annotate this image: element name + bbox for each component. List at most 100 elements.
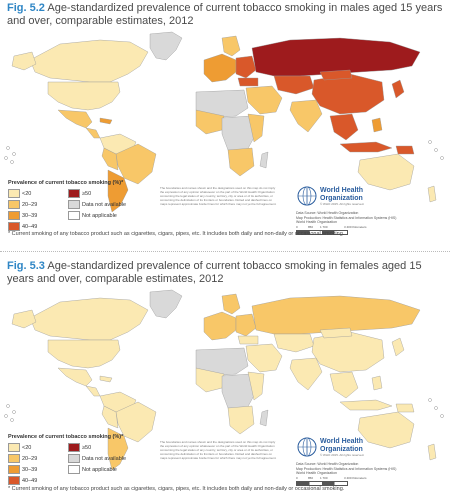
legend-swatch-ge50 bbox=[68, 189, 80, 198]
region-middle-east bbox=[245, 85, 283, 115]
map-legend: Prevalence of current tobacco smoking (%… bbox=[8, 180, 142, 231]
region-indonesia bbox=[339, 141, 393, 153]
region-southern-africa bbox=[227, 405, 255, 435]
region-australia bbox=[357, 411, 415, 449]
legend-label-20-29: 20–29 bbox=[22, 201, 38, 208]
region-australia bbox=[357, 153, 415, 191]
region-eastern-europe bbox=[235, 55, 257, 79]
source-line-3: World Health Organization bbox=[296, 220, 337, 224]
region-india bbox=[289, 357, 323, 391]
scale-bar-graphic bbox=[296, 230, 348, 235]
source-line-3: World Health Organization bbox=[296, 471, 337, 475]
figure-title: Fig. 5.3 Age-standardized prevalence of … bbox=[7, 260, 443, 286]
region-greenland bbox=[149, 289, 183, 319]
legend-label-ge50: ≥50 bbox=[82, 444, 92, 451]
scale-label-3: 3 400 Kilometers bbox=[344, 476, 367, 480]
who-name: World Health Organization bbox=[320, 187, 364, 202]
region-turkey bbox=[237, 335, 259, 345]
data-source: Data Source: World Health Organization M… bbox=[296, 462, 406, 476]
legend-swatch-lt20 bbox=[8, 443, 20, 452]
region-madagascar bbox=[259, 151, 269, 169]
region-mongolia bbox=[319, 69, 353, 81]
legend-title: Prevalence of current tobacco smoking (%… bbox=[8, 434, 124, 440]
region-madagascar bbox=[259, 409, 269, 427]
source-line-2: Map Production: Health Statistics and In… bbox=[296, 215, 397, 220]
legend-swatch-20-29 bbox=[8, 454, 20, 463]
region-scandinavia bbox=[221, 35, 241, 57]
region-brazil bbox=[115, 143, 157, 185]
world-map-males bbox=[4, 31, 444, 213]
region-russia bbox=[251, 37, 421, 77]
region-brazil bbox=[115, 401, 157, 443]
figure-number: Fig. 5.2 bbox=[7, 2, 45, 14]
scale-label-1: 850 bbox=[308, 225, 314, 229]
who-copyright: © WHO 2015. All rights reserved. bbox=[320, 453, 365, 457]
map-disclaimer: The boundaries and names shown and the d… bbox=[160, 440, 277, 460]
region-argentina-chile bbox=[107, 169, 129, 213]
region-peru-bolivia bbox=[101, 405, 119, 429]
scale-bar: 0 850 1 700 3 400 Kilometers bbox=[296, 225, 376, 235]
legend-swatch-40-49 bbox=[8, 476, 20, 485]
legend-label-40-49: 40–49 bbox=[22, 223, 38, 230]
legend-label-lt20: <20 bbox=[22, 190, 32, 197]
footnote: * Current smoking of any tobacco product… bbox=[8, 486, 345, 492]
legend-swatch-ge50 bbox=[68, 443, 80, 452]
separator bbox=[0, 251, 450, 252]
region-central-asia bbox=[273, 333, 315, 353]
legend-label-not-applicable: Not applicable bbox=[82, 466, 117, 473]
legend-swatch-not-applicable bbox=[68, 211, 80, 220]
legend-label-ge50: ≥50 bbox=[82, 190, 92, 197]
region-central-asia bbox=[273, 75, 315, 95]
scale-bar-graphic bbox=[296, 481, 348, 486]
region-philippines bbox=[371, 375, 383, 391]
scale-label-2: 1 700 bbox=[320, 225, 328, 229]
who-emblem-icon bbox=[297, 437, 317, 457]
region-new-zealand bbox=[427, 185, 437, 203]
region-west-africa bbox=[195, 367, 225, 393]
legend-swatch-not-applicable bbox=[68, 465, 80, 474]
figure-males: Fig. 5.2 Age-standardized prevalence of … bbox=[0, 0, 450, 248]
figure-females: Fig. 5.3 Age-standardized prevalence of … bbox=[0, 258, 450, 501]
legend-title: Prevalence of current tobacco smoking (%… bbox=[8, 180, 124, 186]
region-mexico bbox=[57, 109, 93, 129]
region-eastern-europe bbox=[235, 313, 257, 337]
legend-label-40-49: 40–49 bbox=[22, 477, 38, 484]
legend-label-lt20: <20 bbox=[22, 444, 32, 451]
scale-label-2: 1 700 bbox=[320, 476, 328, 480]
region-usa bbox=[47, 81, 121, 111]
scale-label-0: 0 bbox=[296, 476, 298, 480]
region-indonesia bbox=[339, 399, 393, 411]
region-mexico bbox=[57, 367, 93, 387]
who-copyright: © WHO 2015. All rights reserved. bbox=[320, 202, 365, 206]
legend-swatch-not-available bbox=[68, 200, 80, 209]
region-southeast-asia bbox=[329, 371, 359, 399]
region-canada bbox=[29, 39, 149, 83]
region-papua bbox=[395, 145, 415, 155]
region-japan bbox=[391, 337, 405, 357]
region-southeast-asia bbox=[329, 113, 359, 141]
region-argentina-chile bbox=[107, 427, 129, 471]
region-turkey bbox=[237, 77, 259, 87]
map-disclaimer: The boundaries and names shown and the d… bbox=[160, 186, 277, 206]
region-india bbox=[289, 99, 323, 133]
region-europe-west bbox=[203, 311, 237, 341]
region-europe-west bbox=[203, 53, 237, 83]
region-alaska bbox=[11, 309, 37, 329]
legend-label-20-29: 20–29 bbox=[22, 455, 38, 462]
region-japan bbox=[391, 79, 405, 99]
region-caribbean bbox=[99, 117, 113, 125]
region-east-africa bbox=[247, 371, 265, 401]
scale-label-3: 3 400 Kilometers bbox=[344, 225, 367, 229]
region-central-america bbox=[85, 385, 101, 397]
legend-swatch-30-39 bbox=[8, 465, 20, 474]
figure-title-text: Age-standardized prevalence of current t… bbox=[7, 260, 422, 285]
figure-number: Fig. 5.3 bbox=[7, 260, 45, 272]
region-west-africa bbox=[195, 109, 225, 135]
region-middle-east bbox=[245, 343, 283, 373]
map-legend: Prevalence of current tobacco smoking (%… bbox=[8, 434, 142, 485]
who-name: World Health Organization bbox=[320, 438, 364, 453]
region-central-america bbox=[85, 127, 101, 139]
source-line-1: Data Source: World Health Organization bbox=[296, 211, 359, 215]
legend-swatch-lt20 bbox=[8, 189, 20, 198]
region-canada bbox=[29, 297, 149, 341]
